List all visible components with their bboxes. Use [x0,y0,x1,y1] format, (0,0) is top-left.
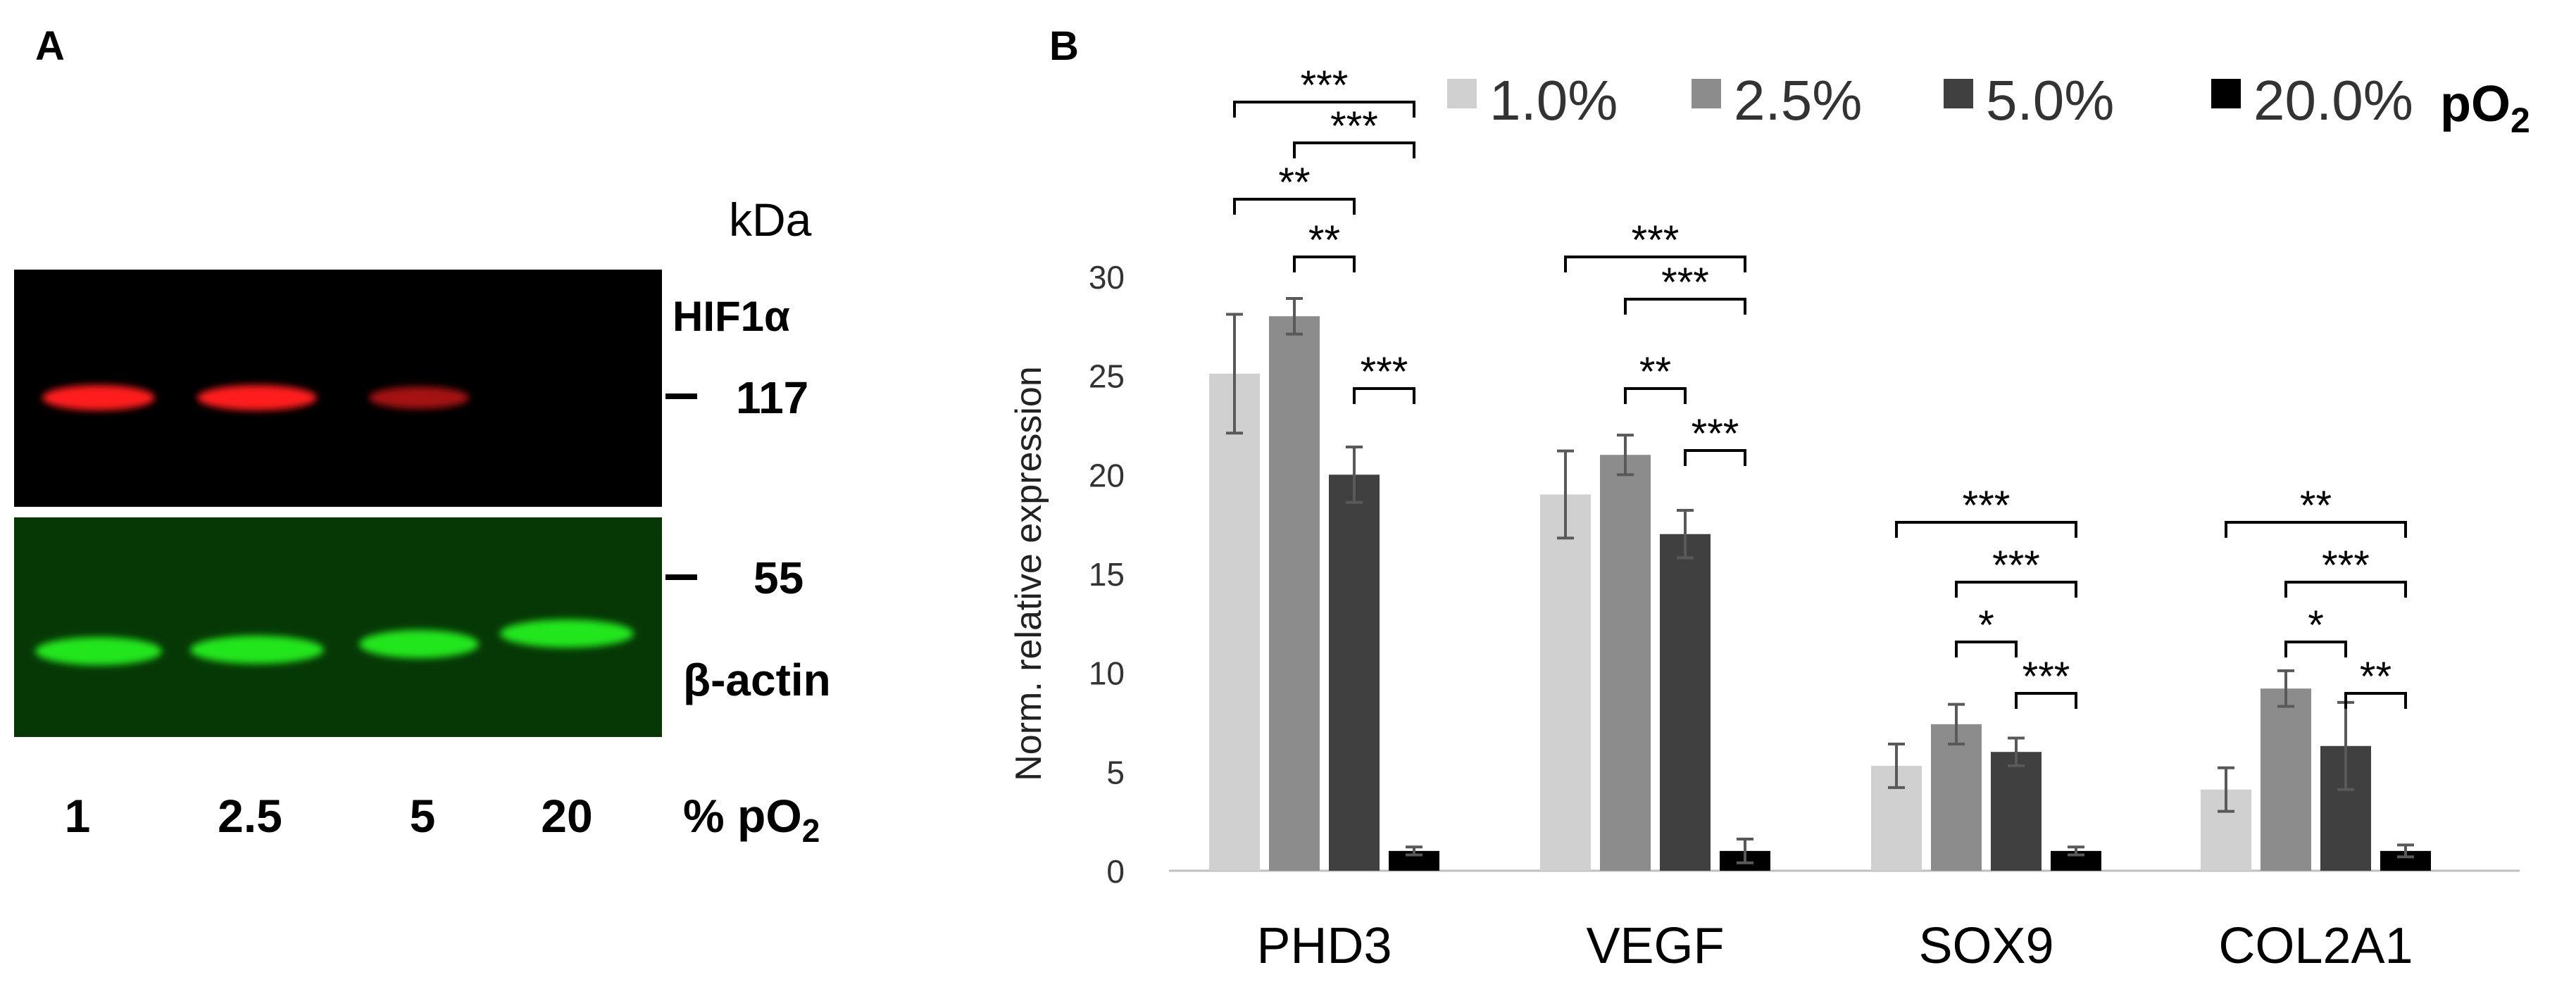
bar [2261,688,2311,871]
y-tick-label: 5 [1106,754,1125,790]
significance-bracket [2344,692,2407,709]
significance-bracket [1895,521,2077,538]
lane-label: 5 [410,790,436,842]
bar [1329,474,1380,871]
significance-bracket [1684,449,1746,466]
significance-bracket [1955,641,2018,657]
bar [1660,534,1711,871]
significance-label: *** [1632,218,1680,263]
significance-bracket [2284,641,2347,657]
legend-label: 1.0% [1489,69,1618,132]
hif1a-band [368,386,470,409]
significance-label: *** [1992,543,2040,588]
significance-label: ** [1639,349,1671,395]
category-label: VEGF [1586,918,1724,974]
bar [1600,455,1651,871]
category-label: PHD3 [1256,918,1392,974]
hif1a-band [42,385,155,410]
actin-band [35,637,162,665]
significance-bracket [2225,521,2407,538]
lane-label: 1 [65,790,91,842]
legend: 1.0% 2.5% 5.0% 20.0% pO2 [1447,69,2530,140]
bar [1931,724,1982,871]
x-axis-categories: PHD3 VEGF SOX9 COL2A1 [1256,918,2413,974]
significance-label: ** [1308,218,1340,263]
legend-swatch [1692,79,1721,108]
legend-swatch [1944,79,1973,108]
significance-label: *** [1301,63,1349,108]
error-bars [1226,296,2414,864]
significance-bracket [1233,198,1356,215]
significance-bracket [1955,581,2077,598]
panel-a-label: A [35,23,65,69]
actin-bands [35,619,634,665]
significance-bracket [1564,256,1746,272]
significance-label: *** [1361,349,1408,395]
significance-bracket [1293,256,1356,272]
lane-unit-label: % pO2 [683,790,820,849]
significance-label: *** [1692,411,1739,457]
actin-band [359,630,479,658]
significance-bracket [1293,141,1415,158]
significance-label: *** [1661,260,1709,305]
legend-swatch [2211,79,2241,108]
significance-label: * [1978,603,1994,648]
significance-label: *** [1330,103,1378,149]
bar [1269,316,1320,871]
y-tick-label: 10 [1089,655,1125,692]
hif1a-label: HIF1α [673,293,790,340]
significance-bracket [1233,101,1415,118]
y-tick-label: 30 [1089,259,1125,296]
y-tick-label: 20 [1089,457,1125,493]
significance-bracket [1353,387,1415,404]
bars [1209,316,2431,871]
category-label: COL2A1 [2218,918,2413,974]
legend-label: 2.5% [1734,69,1862,132]
significance-brackets: ****************************************… [1233,63,2407,709]
actin-band [190,636,324,664]
y-axis-ticks: 0 5 10 15 20 25 30 [1089,259,1125,890]
significance-bracket [1624,298,1746,315]
y-tick-label: 25 [1089,358,1125,395]
panel-a: A kDa HIF1α 117 55 β-actin 1 2.5 5 20 % pO2 [14,23,831,849]
marker-117-label: 117 [736,372,808,423]
y-tick-label: 0 [1106,853,1125,890]
marker-55-label: 55 [754,553,804,603]
significance-bracket [2284,581,2407,598]
actin-band [500,619,634,648]
y-axis-label: Norm. relative expression [1008,366,1049,781]
lane-labels: 1 2.5 5 20 [65,790,593,842]
significance-label: ** [1278,160,1310,206]
legend-label: 5.0% [1986,69,2114,132]
bar [1991,752,2042,871]
significance-bracket [2015,692,2077,709]
panel-b-label: B [1049,23,1079,69]
significance-label: ** [2300,483,2332,529]
lane-label: 2.5 [218,790,282,842]
bar [1209,373,1260,871]
category-label: SOX9 [1918,918,2053,974]
significance-label: * [2308,603,2324,648]
legend-label: 20.0% [2253,69,2413,132]
significance-label: ** [2360,654,2391,700]
significance-label: *** [1963,483,2011,529]
hif1a-band [197,385,317,410]
significance-label: *** [2022,654,2070,700]
significance-label: *** [2322,543,2370,588]
y-tick-label: 15 [1089,556,1125,593]
kda-label: kDa [729,194,812,246]
legend-unit: pO2 [2440,76,2530,140]
bar [1540,494,1591,871]
beta-actin-label: β-actin [683,655,831,705]
significance-bracket [1624,387,1687,404]
panel-b: B 1.0% 2.5% 5.0% 20.0% pO2 Norm. relative ex… [1008,23,2530,974]
lane-label: 20 [541,790,592,842]
hif1a-bands [42,385,470,410]
legend-swatch [1447,79,1477,108]
